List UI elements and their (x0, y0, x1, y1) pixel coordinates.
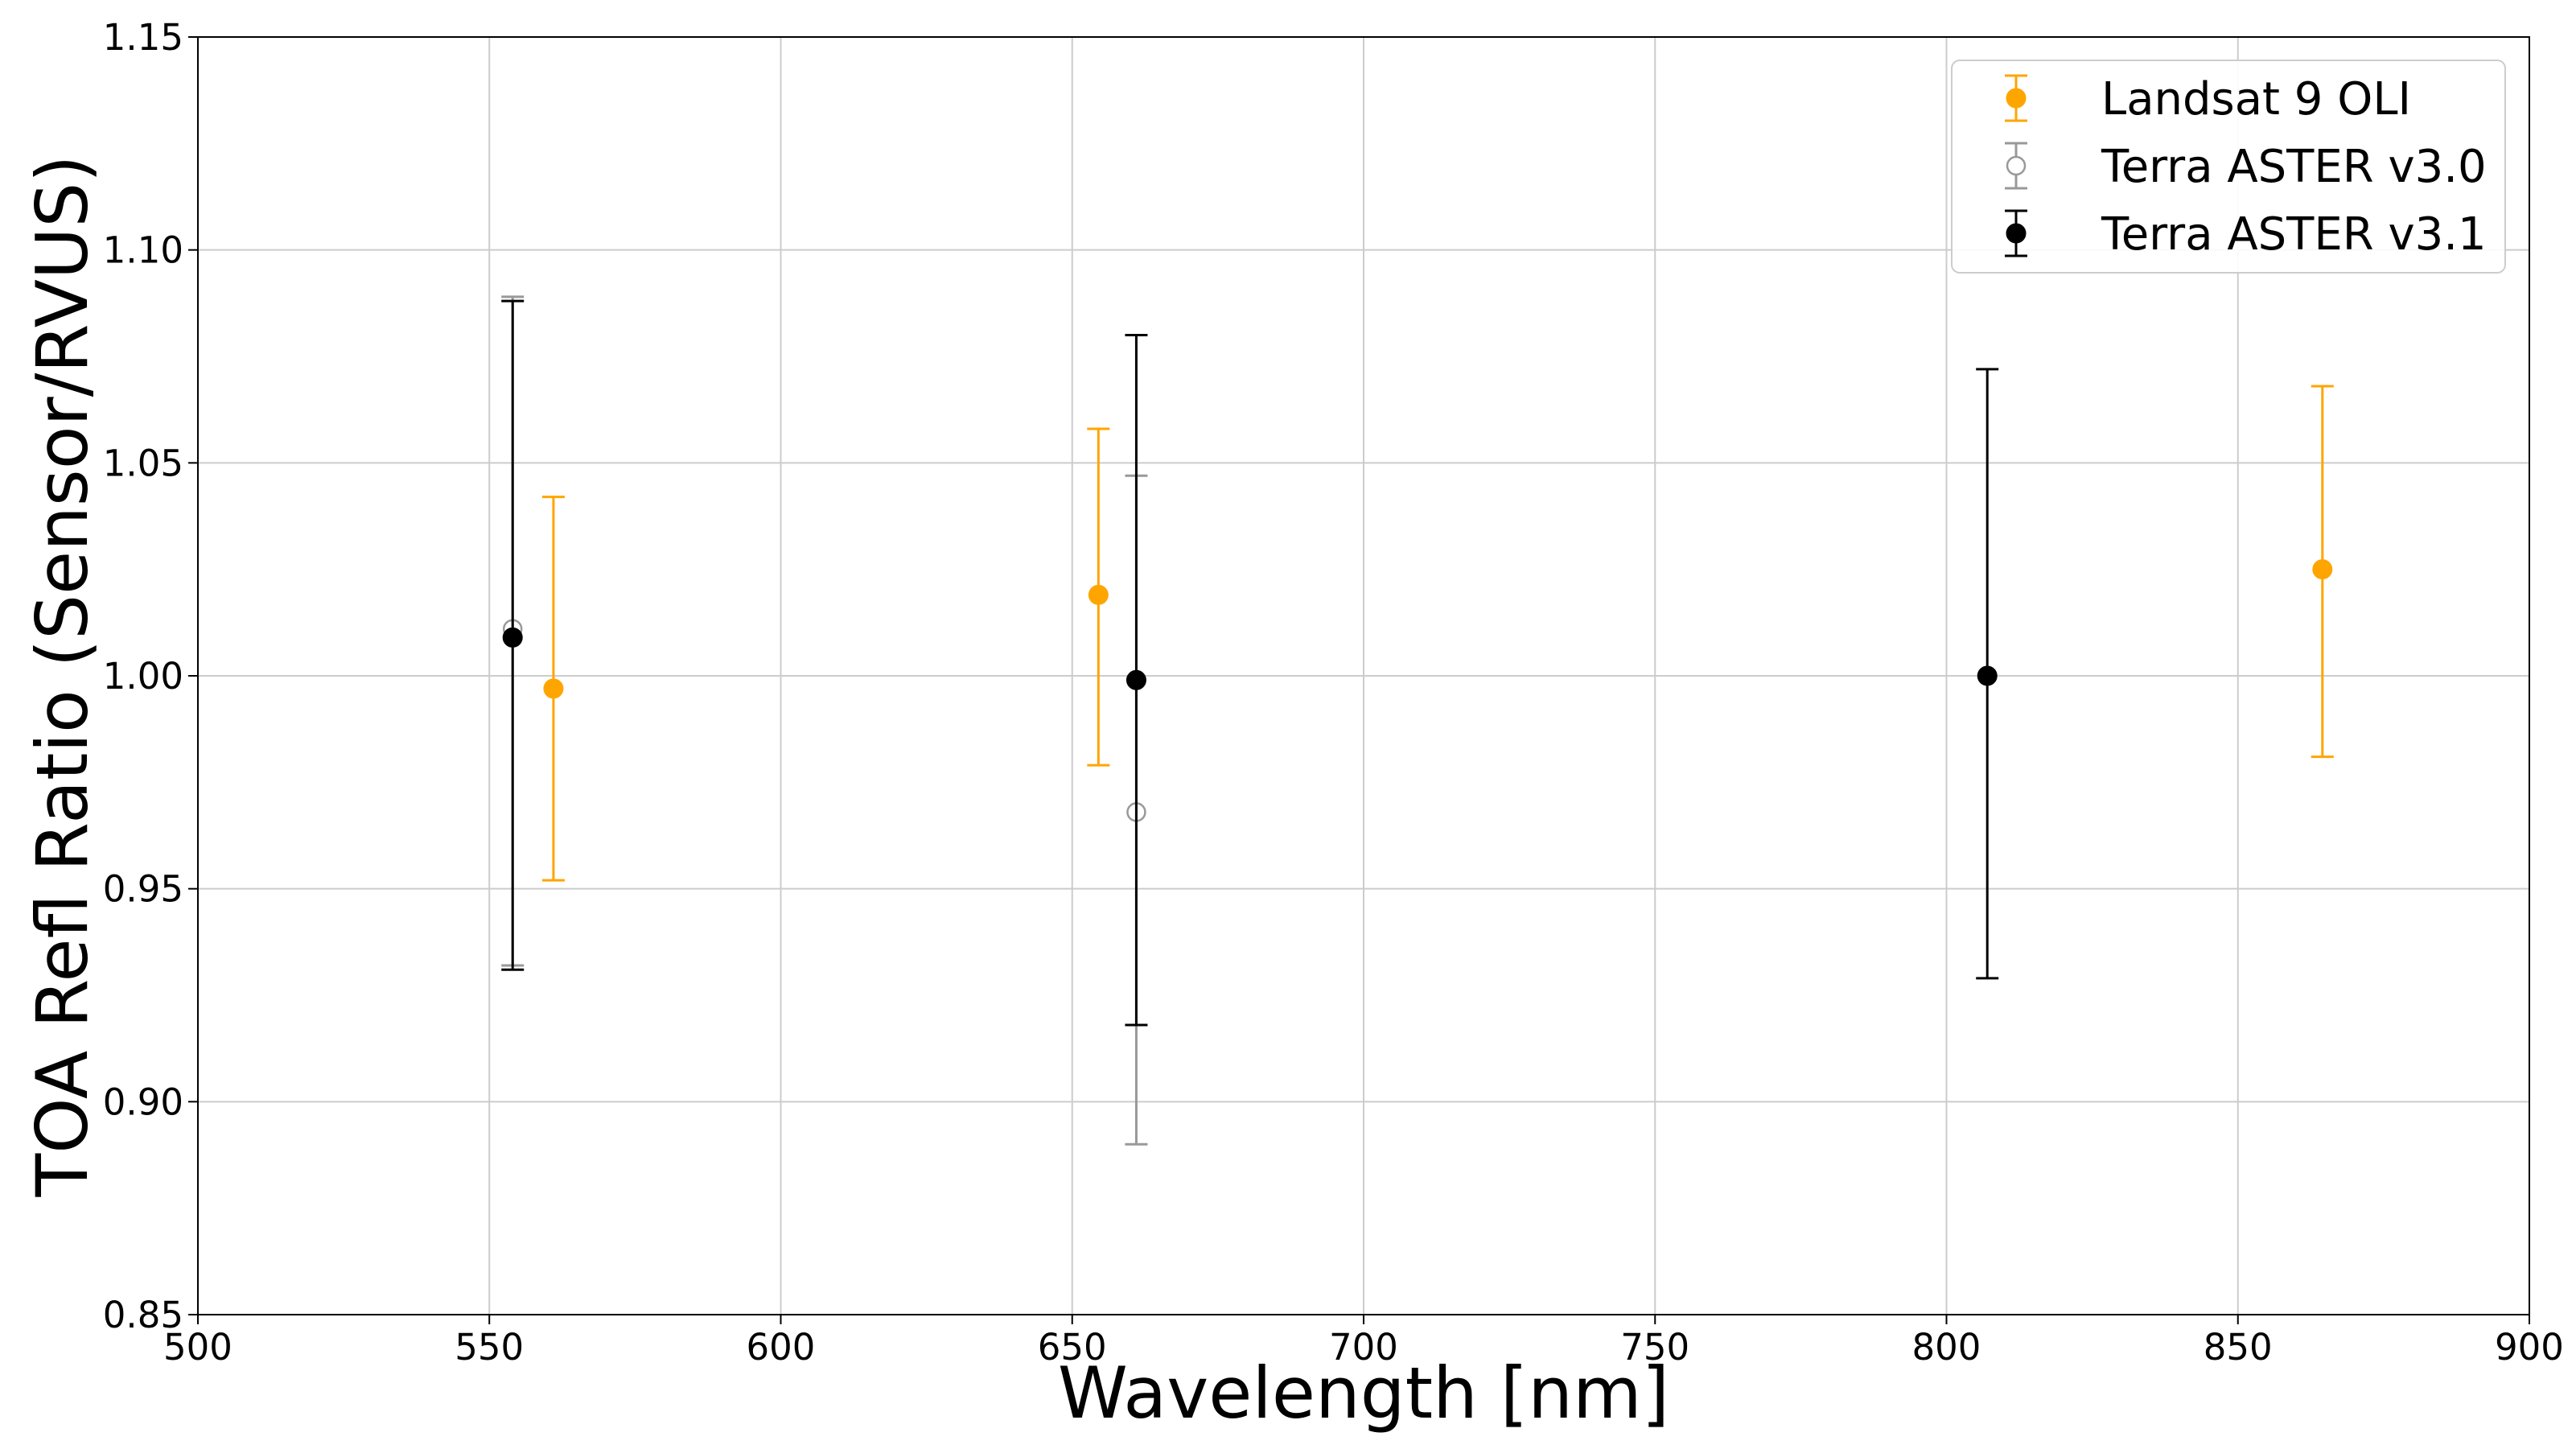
y-tick-label: 0.95 (103, 868, 183, 911)
data-point (2312, 559, 2333, 580)
series-landsat-9-oli (541, 385, 2334, 882)
x-tick-label: 650 (1038, 1326, 1107, 1369)
x-tick-label: 800 (1912, 1326, 1981, 1369)
y-tick-label: 1.05 (103, 442, 183, 484)
data-point (502, 627, 523, 648)
data-point (1125, 669, 1146, 690)
x-tick-label: 500 (163, 1326, 232, 1369)
legend-frame (1951, 60, 2506, 274)
legend-marker-icon (2006, 155, 2027, 176)
x-axis: 500 550 600 650 700 750 800 850 900 (163, 1315, 2564, 1369)
legend-marker-icon (2006, 223, 2027, 244)
y-axis: 0.85 0.90 0.95 1.00 1.05 1.10 1.15 (103, 16, 198, 1336)
series-terra-aster-v3-1 (501, 299, 1999, 1027)
x-axis-label: Wavelength [nm] (1058, 1352, 1669, 1435)
data-point (543, 678, 564, 699)
y-tick-label: 0.90 (103, 1081, 183, 1123)
x-tick-label: 700 (1329, 1326, 1398, 1369)
legend-item: Landsat 9 OLI (2005, 73, 2411, 126)
data-point (1088, 584, 1109, 605)
x-tick-label: 750 (1620, 1326, 1689, 1369)
x-tick-label: 900 (2495, 1326, 2564, 1369)
legend-label: Terra ASTER v3.1 (2101, 208, 2487, 261)
legend-label: Landsat 9 OLI (2101, 73, 2411, 126)
x-tick-label: 850 (2204, 1326, 2273, 1369)
data-series (501, 295, 2334, 1146)
x-tick-label: 600 (747, 1326, 816, 1369)
y-tick-label: 1.10 (103, 229, 183, 272)
data-point (1977, 665, 1998, 686)
y-tick-label: 0.85 (103, 1294, 183, 1336)
legend: Landsat 9 OLI Terra ASTER v3.0 Terra ASTER… (1951, 60, 2506, 274)
legend-marker-icon (2006, 88, 2027, 109)
y-tick-label: 1.00 (103, 655, 183, 698)
legend-item: Terra ASTER v3.1 (2005, 208, 2487, 261)
legend-label: Terra ASTER v3.0 (2101, 141, 2487, 193)
legend-item: Terra ASTER v3.0 (2005, 141, 2487, 193)
x-tick-label: 550 (455, 1326, 524, 1369)
y-tick-label: 1.15 (103, 16, 183, 59)
y-axis-label: TOA Refl Ratio (Sensor/RVUS) (21, 154, 104, 1197)
